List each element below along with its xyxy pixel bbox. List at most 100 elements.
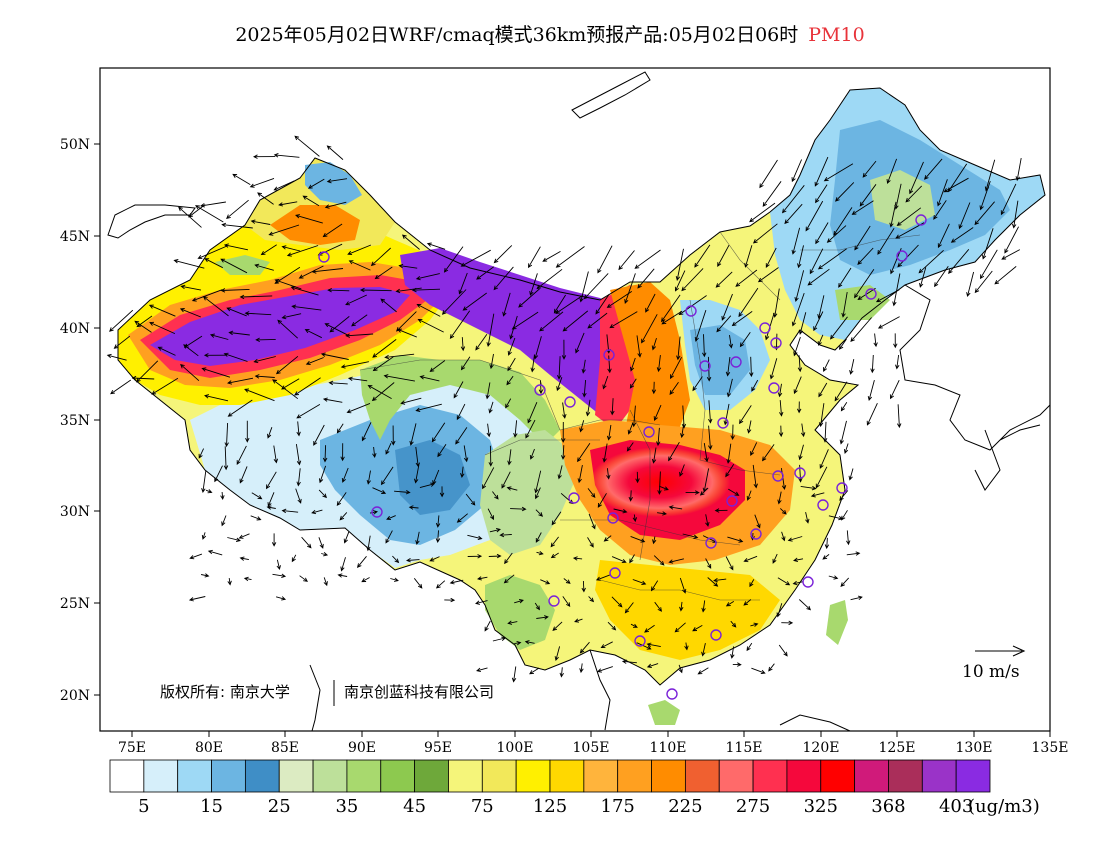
wind-arrow — [793, 557, 804, 563]
wind-arrow — [754, 514, 761, 529]
wind-arrow — [503, 574, 515, 584]
wind-arrow — [290, 286, 319, 296]
wind-arrow — [361, 577, 370, 583]
wind-arrow — [581, 359, 586, 374]
wind-arrow — [579, 420, 585, 433]
wind-arrow — [244, 388, 275, 402]
wind-arrow — [609, 311, 638, 329]
wind-arrow — [641, 314, 658, 344]
wind-arrow — [632, 514, 638, 523]
wind-arrow — [449, 310, 471, 340]
wind-arrow — [627, 423, 634, 435]
colorbar-swatch — [786, 759, 822, 793]
wind-arrow — [224, 422, 229, 448]
wind-arrow — [295, 488, 302, 504]
city-marker — [865, 288, 877, 300]
wind-arrow — [307, 178, 325, 189]
wind-arrow — [507, 337, 516, 356]
city-marker — [896, 250, 908, 262]
wind-arrow — [918, 249, 944, 274]
wind-arrow — [669, 381, 679, 396]
wind-arrow — [257, 192, 274, 205]
wind-arrow — [131, 375, 155, 381]
lon-tick-125E: 125E — [879, 740, 916, 756]
wind-arrow — [322, 223, 343, 238]
wind-arrow — [841, 292, 848, 318]
hainan-green-zone — [648, 700, 680, 725]
wind-arrow — [797, 245, 804, 269]
wind-arrow — [610, 398, 615, 416]
wind-arrow — [797, 355, 803, 373]
wind-arrow — [337, 573, 348, 578]
wind-arrow — [822, 554, 830, 560]
city-marker — [726, 495, 738, 507]
wind-arrow — [320, 352, 349, 360]
wind-arrow — [873, 333, 878, 348]
concentration-field — [117, 87, 1046, 725]
wind-arrow — [919, 267, 927, 288]
colorbar-tick-label: 45 — [403, 796, 426, 817]
wind-arrow — [339, 512, 348, 521]
wind-arrow — [794, 270, 805, 302]
wind-arrow — [909, 161, 924, 195]
wind-arrow — [817, 334, 824, 346]
wind-arrow — [106, 353, 127, 361]
wind-arrow — [587, 312, 608, 329]
india-coast — [309, 664, 321, 731]
wind-arrow — [762, 181, 782, 207]
wind-arrow — [449, 579, 464, 585]
wind-arrow — [728, 488, 740, 496]
wind-arrow — [460, 356, 471, 371]
wind-arrow — [817, 248, 847, 270]
wind-arrow — [924, 158, 943, 180]
wind-arrow — [372, 356, 394, 372]
wind-arrow — [694, 244, 711, 268]
coastline-lines — [107, 71, 1050, 731]
wind-arrow — [453, 381, 464, 399]
wind-arrow — [668, 505, 683, 510]
wind-arrow — [943, 177, 969, 193]
wind-arrow — [552, 621, 563, 631]
wind-arrow — [730, 424, 735, 440]
wind-arrow — [398, 263, 418, 269]
wind-arrow — [281, 508, 299, 514]
wind-arrow — [272, 379, 299, 400]
wind-arrow — [857, 287, 876, 301]
city-marker — [564, 396, 576, 408]
wind-arrow — [668, 441, 680, 462]
city-marker — [768, 382, 780, 394]
lon-tick-80E: 80E — [195, 740, 223, 756]
wind-arrow — [723, 403, 730, 426]
wind-arrow — [311, 509, 323, 515]
wind-arrow — [209, 333, 229, 340]
wind-arrow — [456, 403, 466, 421]
wind-arrow — [708, 400, 713, 424]
city-marker — [643, 426, 655, 438]
wind-arrow — [685, 490, 700, 495]
wind-arrow — [492, 491, 499, 500]
map-title: 2025年05月02日WRF/cmaq模式36km预报产品:05月02日06时 P… — [0, 20, 1100, 47]
wind-arrow — [652, 536, 657, 545]
wind-arrow — [245, 420, 250, 443]
wind-arrow — [674, 622, 686, 633]
wind-arrow — [556, 377, 563, 392]
wind-arrow — [419, 482, 436, 489]
wind-arrow — [607, 621, 617, 631]
wind-arrow — [602, 375, 609, 390]
wind-arrow — [431, 422, 446, 443]
colorbar-tick-label: 25 — [268, 796, 291, 817]
wind-arrow — [838, 267, 852, 288]
colorbar-swatch — [244, 759, 280, 793]
wind-arrow — [238, 533, 250, 539]
wind-arrow — [948, 249, 970, 274]
wind-arrow — [530, 354, 535, 373]
wind-arrow — [484, 620, 491, 632]
wind-arrow — [437, 444, 447, 458]
wind-arrow — [833, 207, 853, 236]
wind-arrow — [777, 383, 783, 398]
wind-arrow — [444, 597, 456, 603]
wind-arrow — [846, 530, 851, 546]
wind-arrow — [429, 360, 446, 372]
wind-arrow — [514, 599, 524, 604]
wind-arrow — [214, 465, 223, 483]
